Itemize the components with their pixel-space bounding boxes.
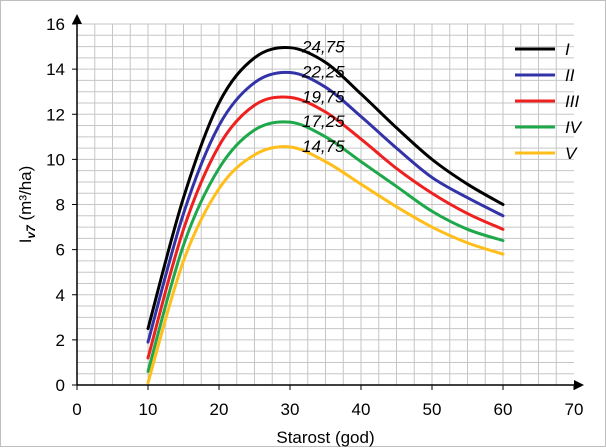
y-axis-title-unit: (m³/ha) [16,166,35,226]
axes [72,14,584,390]
y-tick-label: 8 [56,196,65,215]
x-tick-label: 20 [210,400,229,419]
x-tick-label: 30 [281,400,300,419]
curve-annotations: 24,75 22,25 19,75 17,25 14,75 [301,38,345,156]
y-tick-label: 2 [56,331,65,350]
curve-annotation-I: 24,75 [301,38,345,57]
y-tick-label: 12 [46,105,65,124]
curve-annotation-III: 19,75 [302,87,345,106]
x-tick-label: 40 [352,400,371,419]
legend-label-IV: IV [565,118,583,137]
y-tick-label: 10 [46,150,65,169]
y-tick-label: 0 [56,376,65,395]
legend-label-II: II [565,66,575,85]
series-line-II [146,70,505,344]
y-tick-label: 6 [56,241,65,260]
y-tick-label: 4 [56,286,65,305]
x-tick-label: 70 [565,400,584,419]
y-tick-label: 16 [46,15,65,34]
series-line-V [146,145,505,385]
curve-annotation-V: 14,75 [302,137,345,156]
curve-annotation-II: 22,25 [301,63,345,82]
series-lines [146,46,505,385]
y-axis-title-sub: v7 [24,224,38,239]
x-axis-title: Starost (god) [276,428,374,447]
x-tick-label: 60 [494,400,513,419]
x-tick-label: 10 [139,400,158,419]
series-line-I [146,46,505,331]
y-axis-title: Iv7 (m³/ha) [16,166,38,244]
legend-label-III: III [565,92,579,111]
y-tick-label: 14 [46,60,65,79]
y-axis-title-main: I [16,239,35,244]
tick-labels: 0 10 20 30 40 50 60 70 0 2 4 6 8 10 12 14 16 [46,15,583,419]
legend-label-I: I [565,40,570,59]
series-line-IV [146,120,505,373]
x-tick-label: 0 [72,400,81,419]
x-tick-label: 50 [423,400,442,419]
legend-label-V: V [565,144,578,163]
series-line-III [146,95,505,360]
curve-annotation-IV: 17,25 [302,112,345,131]
